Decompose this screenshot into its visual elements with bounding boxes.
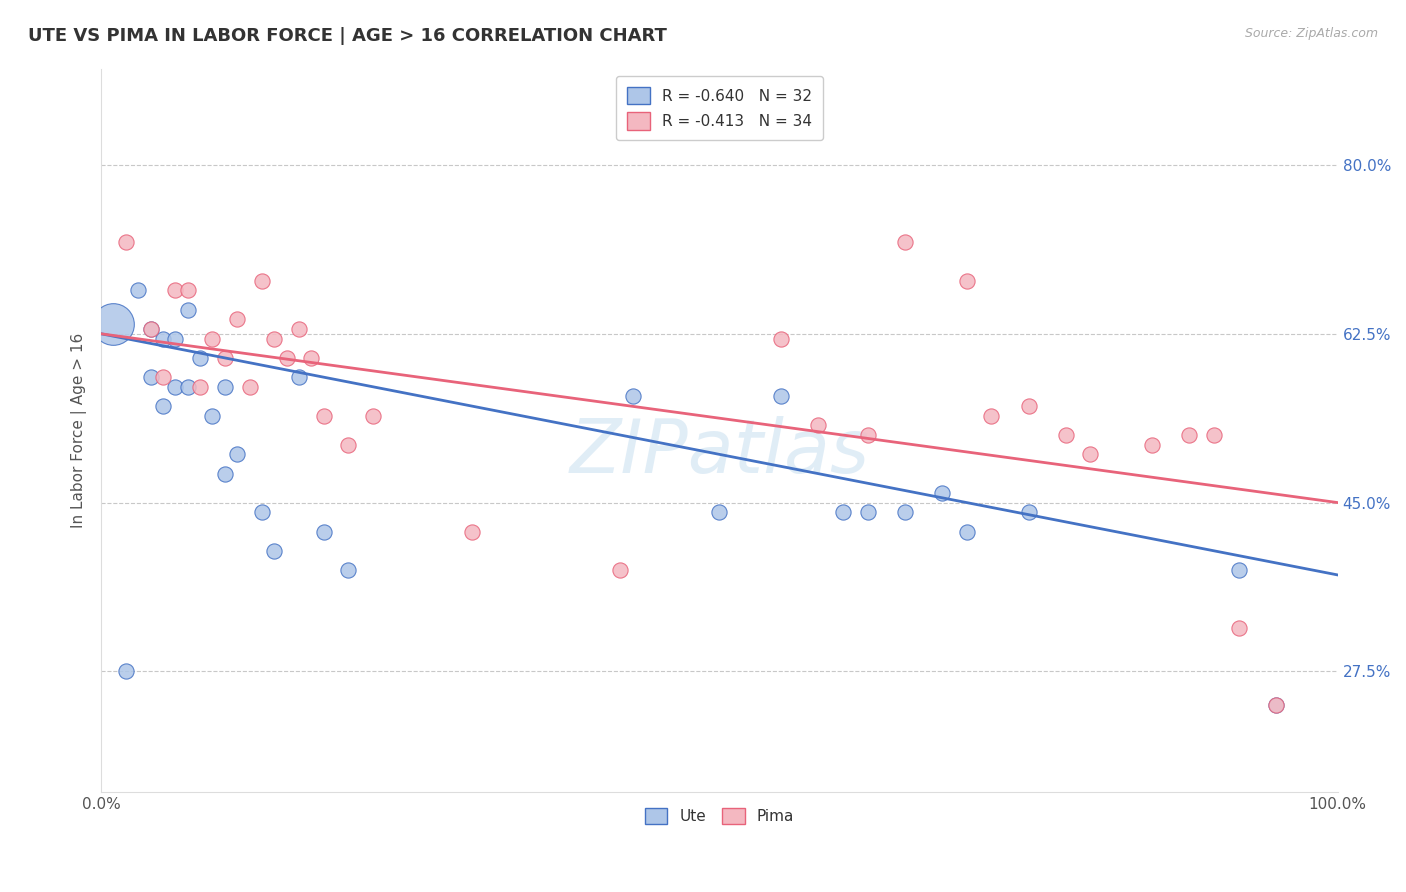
Point (176, 380, 198, 394)
Point (299, 351, 322, 365)
Point (188, 380, 211, 394)
Y-axis label: In Labor Force | Age > 16: In Labor Force | Age > 16 (72, 333, 87, 528)
Point (832, 505, 855, 519)
Text: Source: ZipAtlas.com: Source: ZipAtlas.com (1244, 27, 1378, 40)
Point (337, 563, 360, 577)
Legend: Ute, Pima: Ute, Pima (634, 797, 804, 835)
Point (139, 322, 162, 336)
Point (139, 322, 162, 336)
Point (250, 505, 273, 519)
Point (856, 505, 879, 519)
Point (214, 351, 236, 365)
Point (1078, 447, 1101, 461)
Point (894, 505, 917, 519)
Point (288, 322, 311, 336)
Point (176, 302, 198, 317)
Point (931, 486, 953, 500)
Point (201, 409, 224, 423)
Point (263, 332, 285, 346)
Point (980, 409, 1002, 423)
Point (1054, 428, 1077, 442)
Point (894, 235, 917, 249)
Point (165, 380, 187, 394)
Point (176, 284, 198, 298)
Point (115, 235, 138, 249)
Point (1178, 428, 1201, 442)
Point (1227, 563, 1250, 577)
Point (1264, 698, 1286, 713)
Point (1202, 428, 1225, 442)
Point (337, 438, 360, 452)
Point (770, 389, 793, 403)
Point (1140, 438, 1163, 452)
Point (226, 447, 249, 461)
Point (956, 274, 979, 288)
Text: ZIPatlas: ZIPatlas (569, 416, 869, 488)
Point (214, 467, 236, 481)
Point (609, 563, 631, 577)
Point (165, 284, 187, 298)
Point (1264, 698, 1286, 713)
Point (263, 544, 285, 558)
Point (165, 332, 187, 346)
Point (250, 274, 273, 288)
Point (127, 284, 149, 298)
Point (238, 380, 260, 394)
Point (621, 389, 644, 403)
Point (152, 370, 174, 384)
Point (807, 418, 830, 433)
Point (152, 332, 174, 346)
Point (956, 524, 979, 539)
Point (288, 370, 311, 384)
Point (709, 505, 731, 519)
Point (201, 332, 224, 346)
Point (361, 409, 384, 423)
Point (312, 524, 335, 539)
Point (188, 351, 211, 365)
Text: UTE VS PIMA IN LABOR FORCE | AGE > 16 CORRELATION CHART: UTE VS PIMA IN LABOR FORCE | AGE > 16 CO… (28, 27, 666, 45)
Point (276, 351, 298, 365)
Point (1018, 399, 1040, 413)
Point (115, 665, 138, 679)
Point (461, 524, 484, 539)
Point (214, 380, 236, 394)
Point (1227, 621, 1250, 635)
Point (856, 428, 879, 442)
Point (139, 370, 162, 384)
Point (312, 409, 335, 423)
Point (226, 312, 249, 326)
Point (103, 317, 125, 331)
Point (770, 332, 793, 346)
Point (1018, 505, 1040, 519)
Point (152, 399, 174, 413)
